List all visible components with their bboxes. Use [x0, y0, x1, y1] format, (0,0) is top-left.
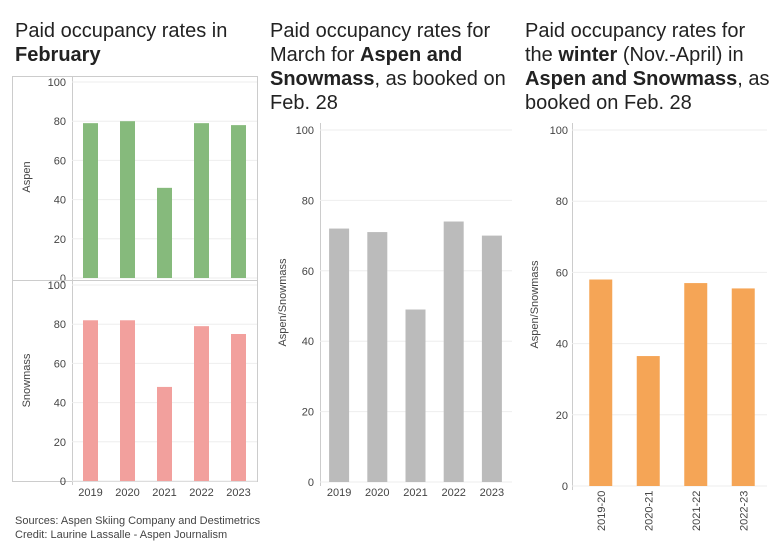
bar-0-2022: [194, 123, 209, 278]
y-tick-label-2-100: 100: [296, 125, 314, 137]
y-axis-label-2: Aspen/Snowmass: [277, 258, 289, 347]
y-axis-label-3: Aspen/Snowmass: [529, 260, 541, 349]
bar-0-2023: [231, 125, 246, 279]
x-tick-label-3-2019-20: 2019-20: [596, 491, 608, 531]
y-axis-label-1: Snowmass: [21, 353, 33, 407]
y-tick-label-0-40: 40: [54, 195, 66, 207]
bar-2-2019: [329, 228, 350, 482]
x-tick-label-2-2023: 2023: [480, 487, 504, 499]
chart-title-february: Paid occupancy rates in February: [15, 20, 228, 66]
y-tick-label-3-60: 60: [556, 267, 568, 279]
bar-1-2019: [83, 320, 98, 481]
x-tick-label-1-2021: 2021: [152, 487, 176, 499]
y-tick-label-0-0: 0: [60, 273, 66, 285]
y-tick-label-2-40: 40: [302, 336, 314, 348]
x-tick-label-2-2020: 2020: [365, 487, 389, 499]
bar-0-2021: [157, 187, 172, 278]
y-axis-label-0: Aspen: [21, 161, 33, 192]
y-tick-label-0-100: 100: [48, 77, 66, 89]
x-tick-label-1-2019: 2019: [78, 487, 102, 499]
y-tick-label-3-20: 20: [556, 410, 568, 422]
bar-3-2020-21: [636, 356, 660, 486]
x-tick-label-1-2020: 2020: [115, 487, 139, 499]
bar-1-2021: [157, 386, 172, 481]
x-tick-label-3-2020-21: 2020-21: [643, 491, 655, 531]
y-tick-label-0-20: 20: [54, 234, 66, 246]
y-tick-label-3-80: 80: [556, 196, 568, 208]
bar-3-2019-20: [589, 279, 613, 486]
bar-3-2022-23: [731, 288, 755, 486]
y-tick-label-0-80: 80: [54, 116, 66, 128]
bar-1-2023: [231, 334, 246, 481]
credit-note: Credit: Laurine Lassalle - Aspen Journal…: [15, 529, 228, 541]
bar-1-2022: [194, 326, 209, 481]
x-tick-label-2-2022: 2022: [441, 487, 465, 499]
bar-3-2021-22: [684, 283, 708, 486]
bar-1-2020: [120, 320, 135, 481]
y-tick-label-3-100: 100: [550, 125, 568, 137]
y-tick-label-0-60: 60: [54, 155, 66, 167]
y-tick-label-1-80: 80: [54, 319, 66, 331]
bar-2-2023: [481, 235, 502, 482]
y-tick-label-1-100: 100: [48, 280, 66, 292]
x-tick-label-2-2021: 2021: [403, 487, 427, 499]
y-tick-label-1-20: 20: [54, 437, 66, 449]
x-tick-label-1-2022: 2022: [189, 487, 213, 499]
y-tick-label-1-60: 60: [54, 358, 66, 370]
x-tick-label-2-2019: 2019: [327, 487, 351, 499]
bar-2-2020: [367, 232, 388, 482]
x-tick-label-3-2021-22: 2021-22: [691, 491, 703, 531]
y-tick-label-1-40: 40: [54, 398, 66, 410]
bar-2-2022: [443, 221, 464, 482]
y-tick-label-2-0: 0: [308, 477, 314, 489]
y-tick-label-2-20: 20: [302, 407, 314, 419]
x-tick-label-3-2022-23: 2022-23: [738, 491, 750, 531]
chart-title-march: Paid occupancy rates for March for Aspen…: [270, 20, 506, 114]
sources-note: Sources: Aspen Skiing Company and Destim…: [15, 515, 261, 527]
y-tick-label-3-0: 0: [562, 481, 568, 493]
y-tick-label-1-0: 0: [60, 476, 66, 488]
bar-0-2020: [120, 121, 135, 278]
bar-2-2021: [405, 309, 426, 482]
x-tick-label-1-2023: 2023: [226, 487, 250, 499]
chart-title-winter: Paid occupancy rates for the winter (Nov…: [525, 20, 770, 114]
y-tick-label-2-60: 60: [302, 266, 314, 278]
bar-0-2019: [83, 123, 98, 278]
y-tick-label-2-80: 80: [302, 195, 314, 207]
y-tick-label-3-40: 40: [556, 339, 568, 351]
